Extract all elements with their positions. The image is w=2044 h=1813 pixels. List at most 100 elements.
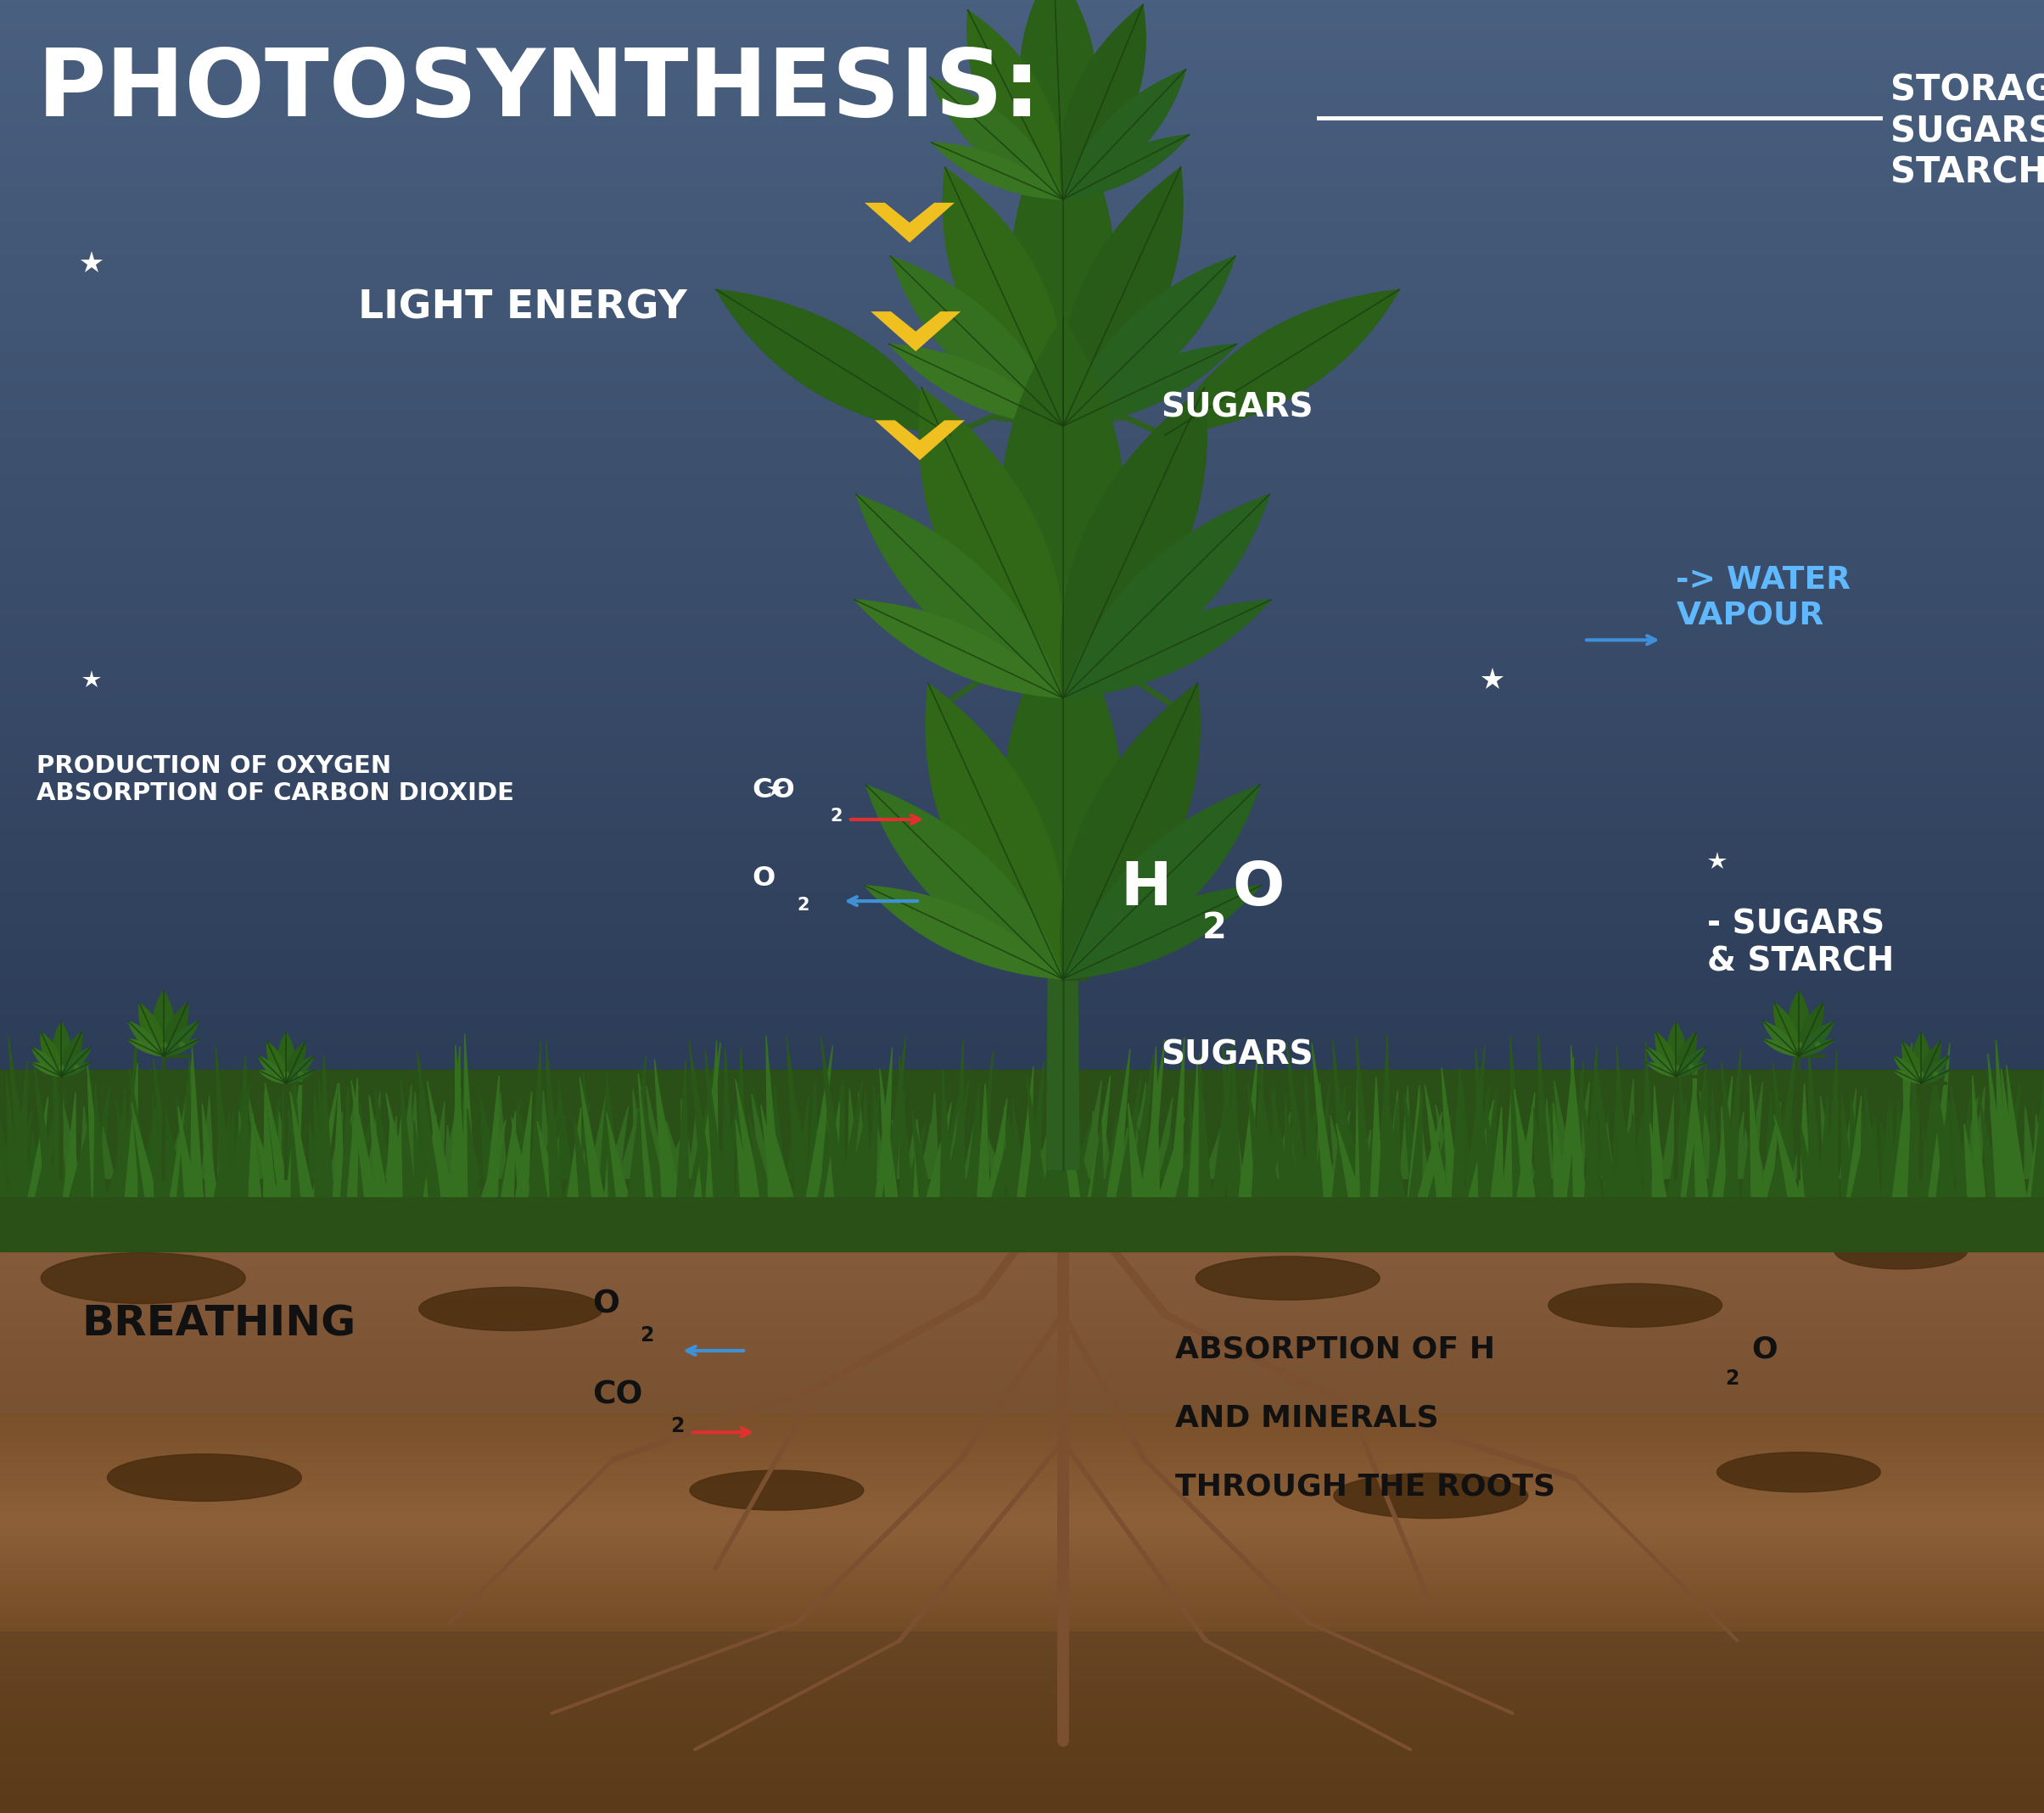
Polygon shape xyxy=(29,1097,47,1197)
Polygon shape xyxy=(926,684,1065,979)
Polygon shape xyxy=(634,1111,646,1197)
Polygon shape xyxy=(1063,344,1237,426)
Polygon shape xyxy=(333,1084,345,1197)
Polygon shape xyxy=(1186,1120,1200,1178)
Polygon shape xyxy=(991,1122,1014,1197)
Polygon shape xyxy=(1799,1021,1833,1055)
Polygon shape xyxy=(1259,1073,1280,1197)
Polygon shape xyxy=(574,1119,591,1197)
Polygon shape xyxy=(1913,1091,1927,1178)
Polygon shape xyxy=(1286,1093,1298,1197)
Polygon shape xyxy=(1357,1039,1374,1197)
Text: ABSORPTION OF H: ABSORPTION OF H xyxy=(1175,1334,1496,1363)
Polygon shape xyxy=(1188,1062,1200,1197)
Polygon shape xyxy=(178,1106,196,1197)
Polygon shape xyxy=(282,1088,294,1178)
Polygon shape xyxy=(540,1090,552,1178)
Polygon shape xyxy=(736,1046,748,1197)
Polygon shape xyxy=(963,1122,979,1197)
Polygon shape xyxy=(912,1110,932,1197)
Polygon shape xyxy=(1621,1113,1645,1197)
Text: O: O xyxy=(1752,1334,1778,1363)
Polygon shape xyxy=(1617,1044,1629,1197)
Polygon shape xyxy=(1668,1023,1684,1077)
Polygon shape xyxy=(1159,1131,1171,1178)
Polygon shape xyxy=(1903,1048,1917,1197)
Polygon shape xyxy=(926,1102,950,1197)
Polygon shape xyxy=(1517,1093,1535,1197)
Polygon shape xyxy=(278,1033,294,1084)
Polygon shape xyxy=(1486,1095,1506,1178)
Polygon shape xyxy=(1453,1106,1466,1178)
Polygon shape xyxy=(153,1095,166,1197)
Polygon shape xyxy=(1766,1091,1778,1178)
Polygon shape xyxy=(517,1102,536,1178)
Polygon shape xyxy=(1676,1032,1697,1077)
Polygon shape xyxy=(1486,1106,1502,1197)
Polygon shape xyxy=(1388,1090,1400,1178)
Polygon shape xyxy=(139,1003,164,1055)
Polygon shape xyxy=(1913,1033,1930,1084)
Polygon shape xyxy=(1782,1120,1795,1178)
Polygon shape xyxy=(1063,134,1190,199)
Polygon shape xyxy=(787,1120,799,1178)
Polygon shape xyxy=(1316,1082,1329,1178)
Polygon shape xyxy=(2034,1115,2044,1178)
Polygon shape xyxy=(341,1088,354,1197)
Polygon shape xyxy=(1026,1075,1047,1197)
Polygon shape xyxy=(766,1035,781,1197)
Polygon shape xyxy=(1511,1126,1523,1178)
Polygon shape xyxy=(969,1081,981,1178)
Polygon shape xyxy=(1032,1131,1053,1178)
Polygon shape xyxy=(1251,1120,1273,1178)
Polygon shape xyxy=(53,1041,67,1197)
Ellipse shape xyxy=(1196,1256,1380,1300)
Polygon shape xyxy=(329,1111,343,1178)
Polygon shape xyxy=(370,1095,388,1197)
Polygon shape xyxy=(1972,1075,1985,1197)
Polygon shape xyxy=(889,344,1063,426)
Polygon shape xyxy=(713,1133,730,1178)
Polygon shape xyxy=(239,1111,253,1178)
Polygon shape xyxy=(760,1106,783,1197)
Polygon shape xyxy=(873,1084,885,1178)
Polygon shape xyxy=(942,167,1065,426)
Polygon shape xyxy=(605,1119,617,1197)
Polygon shape xyxy=(1968,1086,1985,1178)
Polygon shape xyxy=(1239,1055,1257,1197)
Text: O: O xyxy=(752,865,775,892)
Polygon shape xyxy=(1535,1095,1553,1178)
Polygon shape xyxy=(347,1079,360,1197)
Polygon shape xyxy=(1997,1041,2011,1197)
Polygon shape xyxy=(1273,1111,1290,1178)
Polygon shape xyxy=(1880,1122,1895,1178)
Polygon shape xyxy=(407,1091,419,1178)
Polygon shape xyxy=(793,1110,805,1178)
Polygon shape xyxy=(1331,1115,1347,1178)
Polygon shape xyxy=(384,1117,397,1178)
Polygon shape xyxy=(748,1115,773,1197)
Polygon shape xyxy=(1852,1122,1868,1197)
Polygon shape xyxy=(832,1082,844,1178)
Polygon shape xyxy=(1012,109,1114,426)
Polygon shape xyxy=(1329,1111,1349,1178)
Polygon shape xyxy=(1613,1081,1625,1178)
Polygon shape xyxy=(495,1093,507,1178)
Polygon shape xyxy=(1063,69,1186,199)
Polygon shape xyxy=(413,1120,427,1197)
Polygon shape xyxy=(981,1122,993,1178)
Polygon shape xyxy=(1020,0,1098,199)
Polygon shape xyxy=(1893,1042,1911,1197)
Polygon shape xyxy=(666,1122,685,1178)
Polygon shape xyxy=(1921,1057,1948,1084)
Polygon shape xyxy=(1376,1104,1388,1178)
Polygon shape xyxy=(1470,1100,1494,1197)
Polygon shape xyxy=(376,1088,392,1178)
Polygon shape xyxy=(1063,600,1271,698)
Polygon shape xyxy=(1668,1110,1682,1197)
Polygon shape xyxy=(61,1032,82,1077)
Polygon shape xyxy=(642,1111,658,1178)
Polygon shape xyxy=(1774,1115,1801,1197)
Polygon shape xyxy=(1359,1129,1372,1178)
Polygon shape xyxy=(1680,1055,1697,1197)
